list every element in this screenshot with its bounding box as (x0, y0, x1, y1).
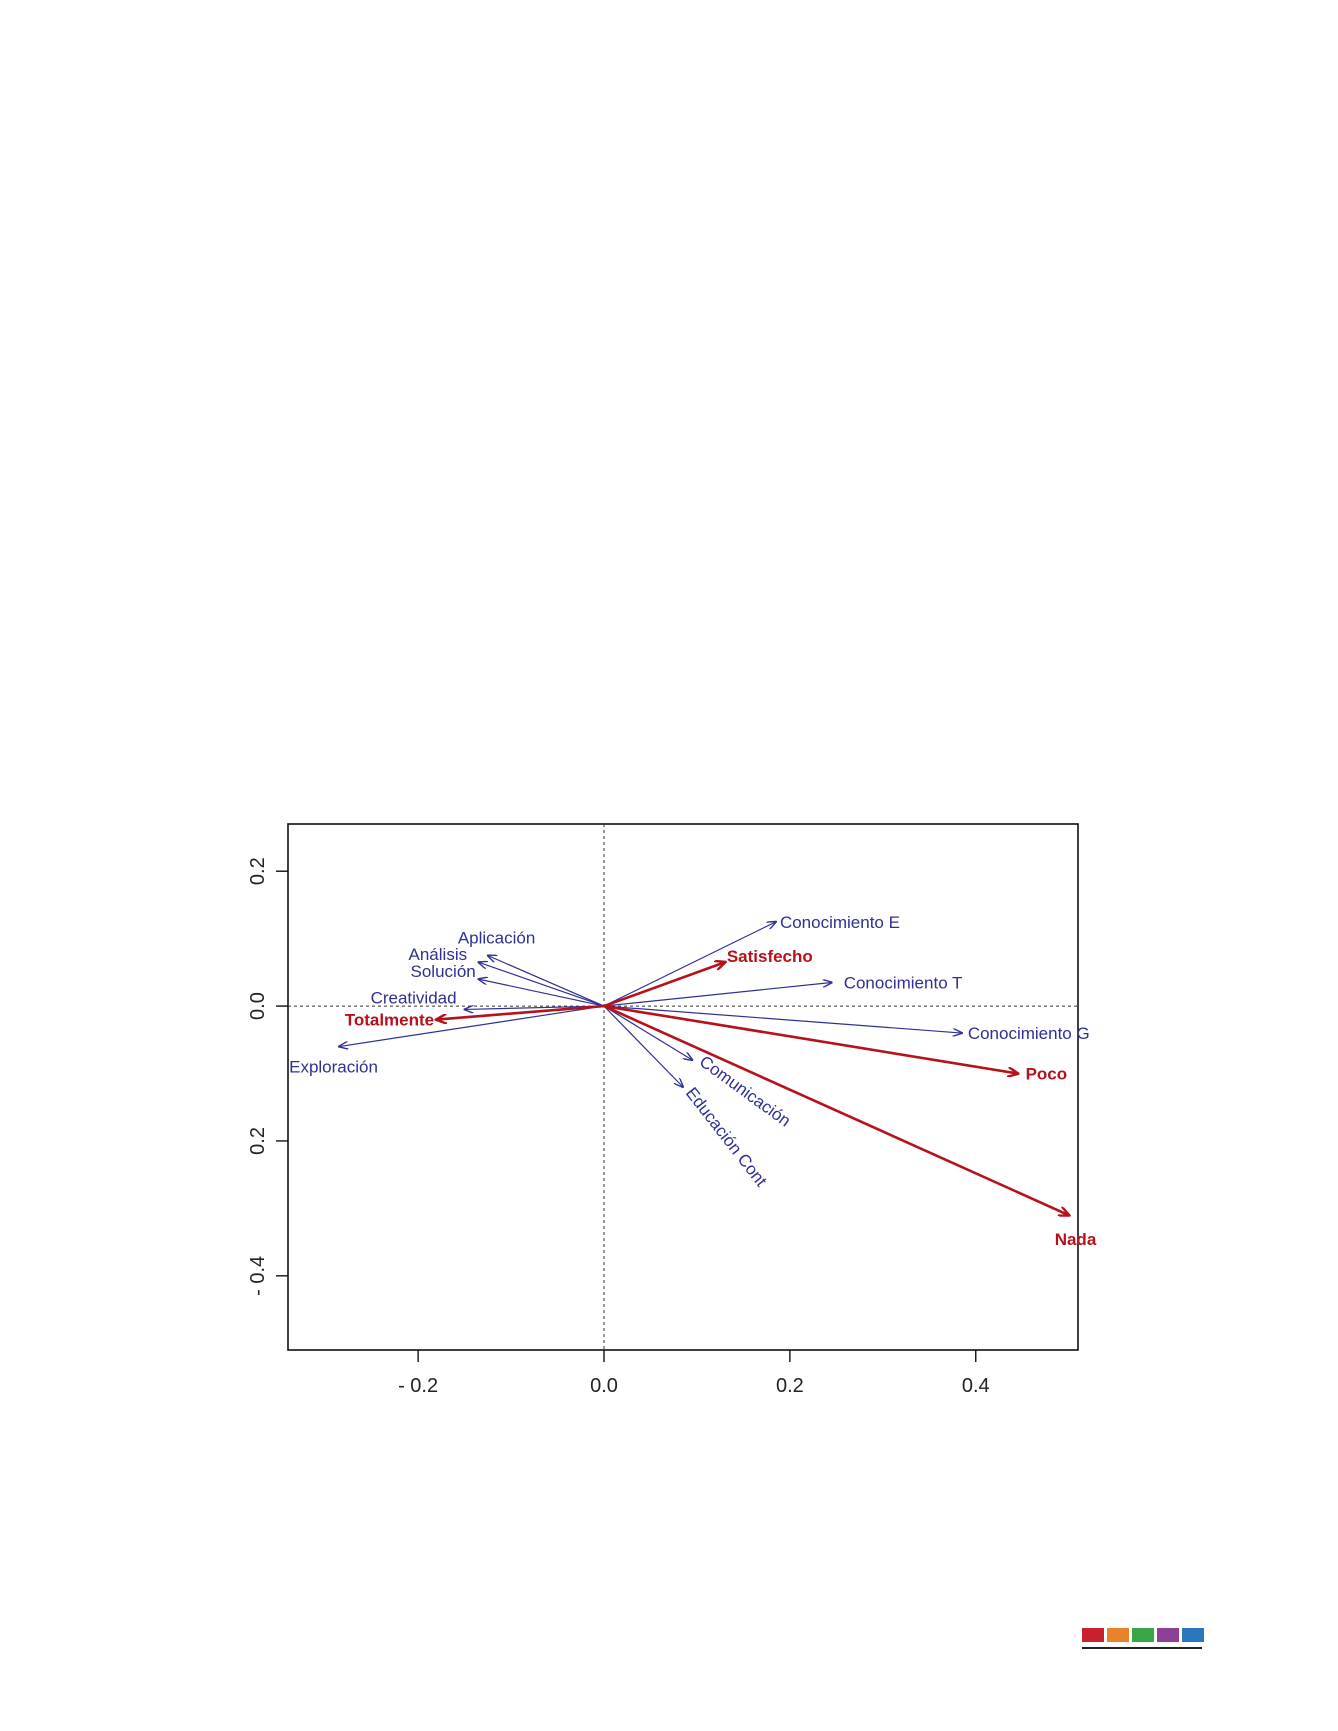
reference-lines (288, 824, 1078, 1350)
footer-color-swatch (1107, 1628, 1129, 1642)
label-totalmente: Totalmente (345, 1011, 434, 1030)
footer-color-swatch (1157, 1628, 1179, 1642)
label-aplicacion: Aplicación (458, 929, 535, 948)
footer-color-strip (1082, 1628, 1204, 1642)
vector-creatividad (465, 1006, 605, 1009)
vector-exploracion (339, 1005, 605, 1046)
footer-color-swatch (1132, 1628, 1154, 1642)
vector-solucion (479, 979, 605, 1007)
vector-comunicacion (603, 1005, 692, 1060)
vector-nada (603, 1004, 1069, 1215)
y-tick-label: 0.2 (247, 1127, 269, 1155)
label-conocimiento-t: Conocimiento T (844, 973, 963, 992)
vector-conocimiento-e (603, 922, 776, 1007)
label-conocimiento-g: Conocimiento G (968, 1024, 1090, 1043)
label-nada: Nada (1055, 1230, 1097, 1249)
y-tick-label: - 0.4 (247, 1256, 269, 1296)
label-exploracion: Exploración (289, 1058, 378, 1077)
vector-satisfecho (603, 962, 725, 1008)
y-tick-label: 0.2 (247, 857, 269, 885)
vector-aplicacion (488, 956, 605, 1007)
footer-color-swatch (1082, 1628, 1104, 1642)
vector-educacion-cont (603, 1005, 683, 1087)
label-creatividad: Creatividad (371, 988, 457, 1007)
label-analisis: Análisis (409, 945, 468, 964)
label-satisfecho: Satisfecho (727, 947, 813, 966)
x-tick-label: 0.2 (776, 1375, 804, 1397)
y-tick-label: 0.0 (247, 992, 269, 1020)
axis-ticks: - 0.2 0.0 0.2 0.4 0.2 0.0 0.2 - 0.4 (247, 857, 990, 1397)
footer-rule (1082, 1647, 1202, 1649)
label-solucion: Solución (411, 962, 476, 981)
vector-totalmente (437, 1004, 605, 1019)
x-tick-label: 0.4 (962, 1375, 990, 1397)
plot-frame (287, 823, 1079, 1351)
vector-conocimiento-t (603, 982, 832, 1007)
footer-color-swatch (1182, 1628, 1204, 1642)
vectors (339, 922, 1069, 1215)
x-tick-label: - 0.2 (398, 1375, 438, 1397)
vector-poco (603, 1004, 1018, 1073)
label-poco: Poco (1026, 1065, 1068, 1084)
vector-conocimiento-g (603, 1005, 962, 1033)
label-conocimiento-e: Conocimiento E (780, 913, 900, 932)
x-tick-label: 0.0 (590, 1375, 618, 1397)
vector-analisis (479, 962, 605, 1007)
